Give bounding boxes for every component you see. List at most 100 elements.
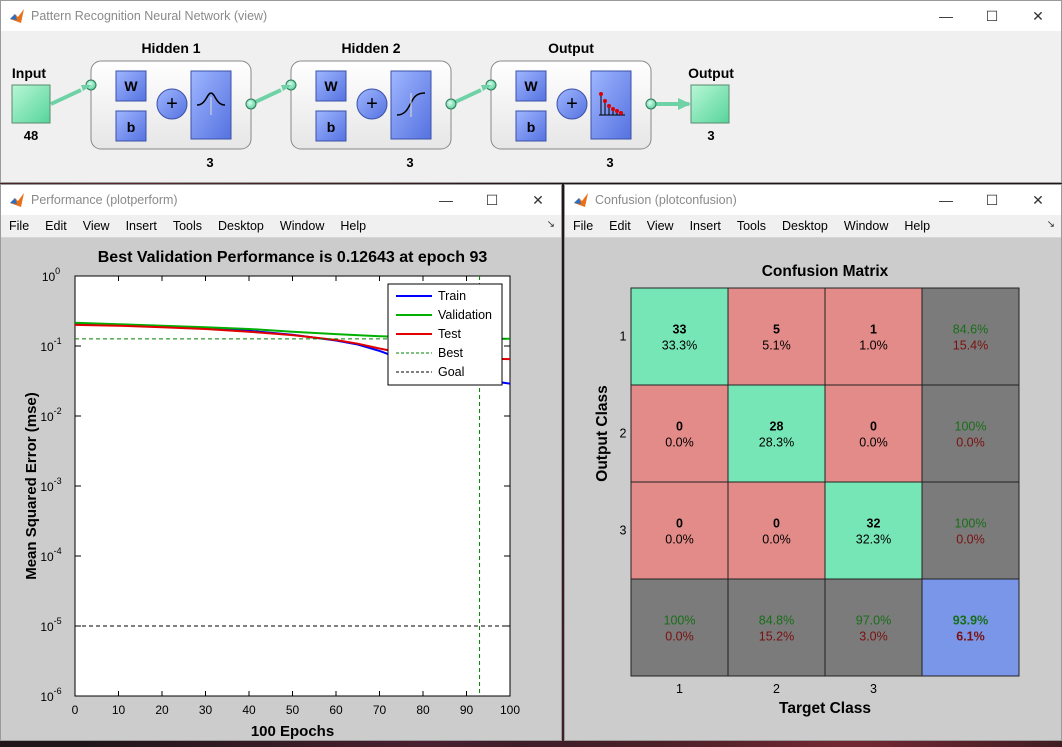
confusion-cell [727, 384, 826, 483]
menu-insert[interactable]: Insert [125, 219, 157, 233]
menu-file[interactable]: File [573, 219, 594, 233]
x-tick-label: 50 [286, 703, 300, 717]
close-button[interactable]: ✕ [1032, 7, 1044, 24]
menu-help[interactable]: Help [904, 219, 931, 233]
confusion-cell [727, 287, 826, 386]
menu-help[interactable]: Help [340, 219, 367, 233]
matlab-icon [10, 9, 24, 23]
bias-block [115, 110, 147, 142]
y-tick-label: 10-5 [40, 616, 61, 634]
weight-label: W [524, 78, 538, 94]
layer-title: Hidden 2 [341, 40, 400, 56]
layer-size: 3 [406, 155, 413, 170]
confusion-cell [824, 287, 923, 386]
conf-titlebar[interactable]: Confusion (plotconfusion) — ☐ ✕ [565, 185, 1061, 215]
cell-count: 84.6% [953, 323, 988, 337]
softmax-icon [599, 92, 625, 116]
perf-titlebar[interactable]: Performance (plotperform) — ☐ ✕ [1, 185, 561, 215]
cell-percent: 6.1% [956, 630, 985, 644]
legend-label: Train [438, 289, 466, 303]
x-tick-label: 70 [373, 703, 387, 717]
output-size: 3 [707, 128, 714, 143]
nn-diagram-svg: Input 48 [11, 40, 734, 170]
layer-hidden-2: Hidden 2 W b + 3 [290, 40, 452, 170]
conf-figure: Confusion Matrix 33 33.3% 5 5.1% 1 1.0% 84.6% 15… [565, 238, 1061, 740]
perf-xlabel: 100 Epochs [251, 723, 334, 740]
arrowheads [81, 85, 691, 110]
menu-desktop[interactable]: Desktop [218, 219, 264, 233]
menu-view[interactable]: View [646, 219, 674, 233]
cell-count: 97.0% [856, 614, 891, 628]
cell-count: 1 [870, 323, 877, 337]
x-tick-label: 90 [460, 703, 474, 717]
output-label: Output [688, 65, 734, 81]
minimize-button[interactable]: — [439, 192, 453, 208]
x-category-label: 3 [870, 682, 877, 696]
confusion-cell [630, 287, 729, 386]
menu-file[interactable]: File [9, 219, 30, 233]
menu-tools[interactable]: Tools [172, 219, 203, 233]
confusion-plot: Confusion Matrix3333.3%55.1%11.0%84.6%15… [594, 263, 1020, 717]
confusion-cell [727, 481, 826, 580]
maximize-button[interactable]: ☐ [985, 7, 999, 24]
x-category-label: 2 [773, 682, 780, 696]
menu-edit[interactable]: Edit [609, 219, 631, 233]
close-button[interactable]: ✕ [1032, 191, 1044, 208]
menu-insert[interactable]: Insert [689, 219, 721, 233]
menu-tools[interactable]: Tools [736, 219, 767, 233]
x-category-label: 1 [676, 682, 683, 696]
confusion-cell [824, 384, 923, 483]
y-tick-label: 10-1 [40, 336, 61, 354]
transfer-softmax-block [590, 70, 632, 140]
conf-ylabel: Output Class [594, 385, 611, 481]
conf-menubar: File Edit View Insert Tools Desktop Wind… [565, 215, 1061, 238]
weight-label: W [124, 78, 138, 94]
menu-edit[interactable]: Edit [45, 219, 67, 233]
legend-label: Best [438, 346, 464, 360]
y-tick-label: 10-3 [40, 476, 61, 494]
x-tick-label: 40 [242, 703, 256, 717]
close-button[interactable]: ✕ [532, 191, 544, 208]
x-tick-label: 100 [500, 703, 520, 717]
y-category-label: 3 [620, 524, 627, 538]
menu-desktop[interactable]: Desktop [782, 219, 828, 233]
maximize-button[interactable]: ☐ [485, 191, 499, 208]
menu-window[interactable]: Window [843, 219, 889, 233]
legend-label: Test [438, 327, 461, 341]
cell-percent: 0.0% [665, 630, 694, 644]
minimize-button[interactable]: — [939, 8, 953, 24]
layer-size: 3 [606, 155, 613, 170]
confusion-cell [630, 384, 729, 483]
bias-block [315, 110, 347, 142]
dock-arrow-icon[interactable]: ↘ [546, 219, 555, 230]
cell-count: 0 [773, 517, 780, 531]
x-tick-label: 10 [112, 703, 126, 717]
minimize-button[interactable]: — [939, 192, 953, 208]
y-category-label: 2 [620, 427, 627, 441]
conf-xlabel: Target Class [779, 700, 871, 717]
cell-count: 0 [676, 517, 683, 531]
cell-count: 5 [773, 323, 780, 337]
maximize-button[interactable]: ☐ [985, 191, 999, 208]
cell-count: 32 [867, 517, 881, 531]
nn-view-window: Pattern Recognition Neural Network (view… [0, 0, 1062, 183]
legend-label: Goal [438, 365, 464, 379]
confusion-window: Confusion (plotconfusion) — ☐ ✕ File Edi… [564, 184, 1062, 741]
y-tick-label: 100 [42, 266, 60, 284]
cell-percent: 0.0% [956, 436, 985, 450]
cell-percent: 28.3% [759, 436, 794, 450]
matlab-icon [10, 193, 24, 207]
plus-icon: + [566, 93, 578, 115]
perf-ylabel: Mean Squared Error (mse) [23, 392, 40, 580]
menu-view[interactable]: View [82, 219, 110, 233]
menu-window[interactable]: Window [279, 219, 325, 233]
cell-count: 100% [955, 420, 987, 434]
cell-count: 0 [676, 420, 683, 434]
nn-titlebar[interactable]: Pattern Recognition Neural Network (view… [1, 1, 1061, 31]
weight-label: W [324, 78, 338, 94]
confusion-cell [824, 481, 923, 580]
plus-icon: + [166, 93, 178, 115]
dock-arrow-icon[interactable]: ↘ [1046, 219, 1055, 230]
y-tick-label: 10-4 [40, 546, 61, 564]
x-tick-label: 60 [329, 703, 343, 717]
